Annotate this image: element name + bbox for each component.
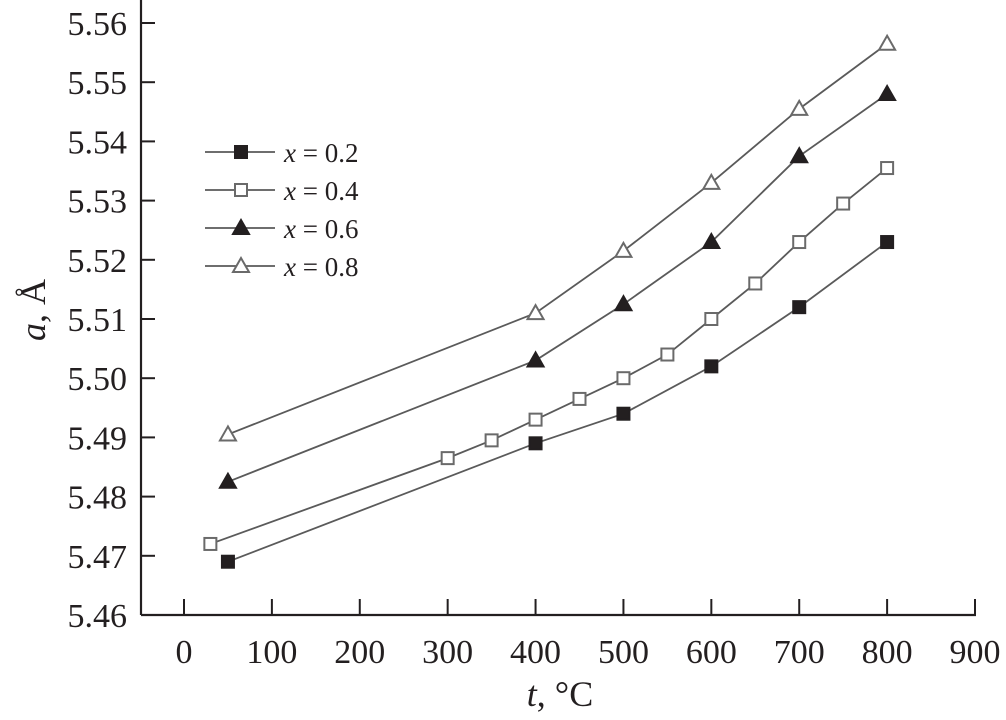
series-3 <box>218 84 897 489</box>
x-axis-label-unit: , °C <box>537 674 593 714</box>
legend-label-var: x <box>283 176 296 206</box>
x-tick-label: 0 <box>176 634 193 671</box>
data-point <box>789 146 809 164</box>
x-tick-label: 400 <box>510 634 561 671</box>
series-1 <box>220 235 895 569</box>
data-point <box>572 391 587 406</box>
legend: x = 0.2x = 0.4x = 0.6x = 0.8 <box>205 138 359 282</box>
axes: 5.46 5.47 5.48 5.49 5.50 5.51 5.52 5.53 5.54 5.55… <box>68 0 1001 671</box>
x-tick-label: 700 <box>774 634 825 671</box>
legend-marker <box>231 255 251 273</box>
x-tick-label: 500 <box>598 634 649 671</box>
x-tick-label: 200 <box>334 634 385 671</box>
legend-item: x = 0.4 <box>205 176 359 206</box>
legend-label: x = 0.2 <box>283 138 358 168</box>
y-axis-label-var: a <box>13 323 53 341</box>
y-tick-label: 5.52 <box>68 243 128 280</box>
x-tick-label: 800 <box>862 634 913 671</box>
data-point <box>616 406 631 421</box>
data-point <box>704 359 719 374</box>
legend-label-value: = 0.8 <box>296 252 358 282</box>
data-point <box>836 196 851 211</box>
data-point <box>880 161 895 176</box>
data-point <box>701 172 722 190</box>
y-tick-label: 5.47 <box>68 539 128 576</box>
data-point <box>877 33 897 51</box>
data-point <box>218 471 238 489</box>
legend-label: x = 0.4 <box>283 176 359 206</box>
y-tick-label: 5.55 <box>68 65 128 102</box>
legend-item: x = 0.6 <box>205 214 358 244</box>
data-point <box>218 424 238 442</box>
x-tick-label: 100 <box>246 634 297 671</box>
data-point <box>203 536 218 551</box>
y-axis-label-unit: , Å <box>13 279 53 323</box>
x-tick-label: 300 <box>422 634 473 671</box>
y-tick-label: 5.56 <box>68 6 128 43</box>
series-line <box>227 93 888 483</box>
legend-label-value: = 0.6 <box>296 214 358 244</box>
x-axis-label-var: t <box>527 674 538 714</box>
legend-label-value: = 0.2 <box>296 138 358 168</box>
data-point <box>528 412 543 427</box>
y-tick-label: 5.54 <box>68 124 128 161</box>
series-group <box>203 33 897 569</box>
series-2 <box>203 161 895 551</box>
series-line <box>227 42 888 436</box>
legend-label-var: x <box>283 252 296 282</box>
legend-marker <box>234 183 248 197</box>
data-point <box>525 303 546 321</box>
data-point <box>701 232 722 250</box>
y-axis-label: a, Å <box>13 279 53 341</box>
y-tick-label: 5.51 <box>68 302 128 339</box>
data-point <box>748 276 763 291</box>
data-point <box>525 350 546 368</box>
y-tick-label: 5.48 <box>68 480 128 517</box>
data-point <box>704 312 719 326</box>
data-point <box>613 240 634 258</box>
data-point <box>528 436 543 451</box>
series-line <box>227 241 888 563</box>
data-point <box>877 84 897 102</box>
y-tick-label: 5.50 <box>68 361 128 398</box>
x-axis-label: t, °C <box>527 674 593 714</box>
legend-label: x = 0.8 <box>283 252 358 282</box>
data-point <box>613 294 634 312</box>
legend-label: x = 0.6 <box>283 214 358 244</box>
data-point <box>220 554 235 569</box>
legend-item: x = 0.8 <box>205 252 358 282</box>
y-tick-label: 5.53 <box>68 184 128 221</box>
legend-item: x = 0.2 <box>205 138 358 168</box>
data-point <box>616 371 631 386</box>
y-tick-label: 5.49 <box>68 420 128 457</box>
data-point <box>660 347 675 362</box>
x-tick-label: 900 <box>950 634 1001 671</box>
data-point <box>880 235 895 250</box>
x-tick-label: 600 <box>686 634 737 671</box>
y-tick-label: 5.46 <box>68 598 128 635</box>
data-point <box>484 433 499 448</box>
legend-marker <box>234 145 248 159</box>
data-point <box>440 451 455 466</box>
series-line <box>210 167 888 545</box>
legend-label-var: x <box>283 138 296 168</box>
data-point <box>792 235 807 250</box>
series-4 <box>218 33 897 442</box>
data-point <box>792 300 807 315</box>
legend-label-value: = 0.4 <box>296 176 359 206</box>
legend-label-var: x <box>283 214 296 244</box>
data-point <box>789 98 809 116</box>
legend-marker <box>231 217 251 235</box>
